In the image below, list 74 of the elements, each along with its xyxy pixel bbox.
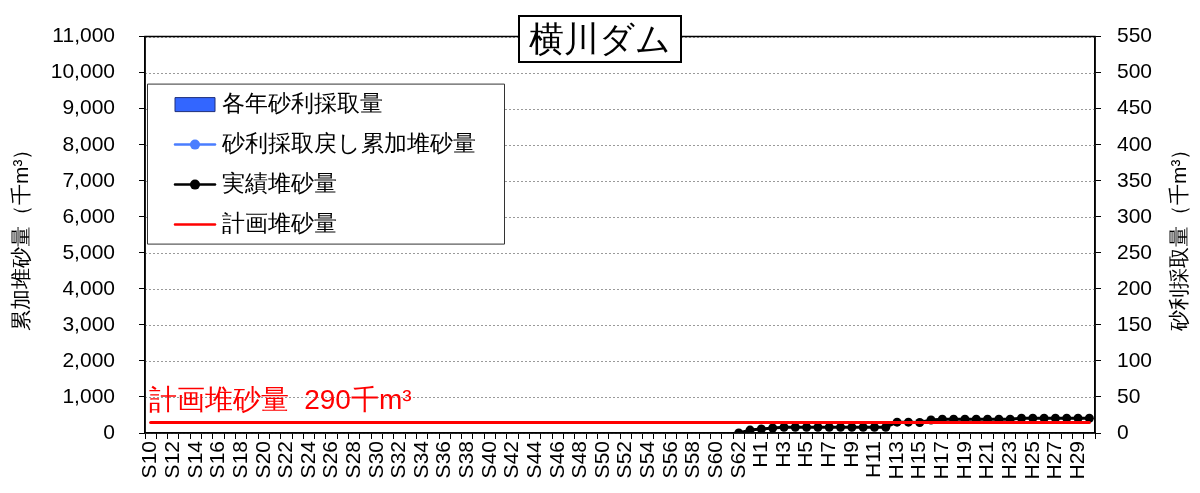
x-tick-label: S34	[408, 440, 432, 479]
x-tick-label: H1	[748, 441, 772, 468]
y-tick-label: 0	[103, 419, 115, 443]
y2-tick-label: 250	[1117, 239, 1153, 263]
x-tick-label: S50	[589, 441, 613, 479]
y2-tick-label: 300	[1117, 203, 1153, 227]
y-tick-label: 9,000	[62, 95, 115, 119]
y-tick-label: 11,000	[52, 23, 115, 47]
y2-tick-label: 500	[1117, 59, 1153, 83]
x-tick-label: S44	[521, 440, 545, 479]
x-tick-label: S42	[499, 441, 523, 479]
x-tick-label: H15	[906, 441, 930, 480]
legend-label: 計画堆砂量	[222, 209, 337, 236]
x-tick-label: S20	[250, 441, 274, 479]
x-tick-label: S18	[227, 441, 251, 479]
y-tick-label: 4,000	[62, 275, 115, 299]
x-tick-label: H25	[1019, 441, 1043, 480]
y-tick-label: 10,000	[50, 59, 115, 83]
x-tick-label: H13	[883, 441, 907, 480]
x-tick-label: S28	[341, 441, 365, 479]
x-tick-label: S24	[295, 440, 319, 479]
legend-label: 実績堆砂量	[222, 169, 337, 196]
x-tick-label: S48	[567, 441, 591, 479]
x-tick-label: S54	[635, 440, 659, 479]
chart-title: 横川ダム	[518, 15, 682, 63]
x-tick-label: S46	[544, 441, 568, 479]
y-tick-label: 8,000	[62, 131, 115, 155]
y-axis-title: 累加堆砂量（千m³）	[8, 138, 32, 332]
x-tick-label: S30	[363, 441, 387, 479]
legend-label: 砂利採取戻し累加堆砂量	[221, 129, 476, 156]
y2-tick-label: 150	[1117, 311, 1153, 335]
x-tick-label: S38	[454, 441, 478, 479]
x-tick-label: S16	[205, 441, 229, 479]
x-tick-label: H9	[838, 441, 862, 468]
y2-axis-title: 砂利採取量（千m³）	[1166, 138, 1190, 333]
x-tick-label: H17	[929, 441, 953, 480]
x-tick-label: H7	[816, 441, 840, 468]
x-tick-label: S32	[386, 441, 410, 479]
y2-tick-label: 50	[1117, 383, 1141, 407]
x-tick-label: S12	[160, 441, 184, 479]
x-tick-label: H29	[1064, 441, 1088, 480]
x-tick-label: H3	[770, 441, 794, 468]
x-tick-label: S36	[431, 441, 455, 479]
x-tick-label: S56	[657, 441, 681, 479]
annotation: 計画堆砂量 290千m³	[148, 384, 412, 416]
x-tick-label: S58	[680, 441, 704, 479]
x-tick-label: S40	[476, 441, 500, 479]
x-tick-label: S26	[318, 441, 342, 479]
x-tick-label: H19	[951, 441, 975, 480]
y2-tick-label: 100	[1117, 347, 1153, 371]
x-tick-label: H5	[793, 441, 817, 468]
y2-tick-label: 400	[1117, 131, 1153, 155]
y-tick-label: 1,000	[62, 383, 115, 407]
x-tick-label: S60	[702, 441, 726, 479]
x-tick-label: S52	[612, 441, 636, 479]
y2-tick-label: 450	[1117, 95, 1153, 119]
y2-tick-label: 350	[1117, 167, 1153, 191]
x-tick-label: S62	[725, 441, 749, 479]
y2-tick-label: 550	[1117, 23, 1153, 47]
x-tick-label: S14	[182, 440, 206, 479]
y-tick-label: 6,000	[62, 203, 115, 227]
y-tick-label: 7,000	[62, 167, 115, 191]
x-tick-label: H11	[861, 441, 885, 478]
y-tick-label: 5,000	[62, 239, 115, 263]
y2-tick-label: 0	[1117, 419, 1129, 443]
x-tick-label: S10	[137, 441, 161, 479]
x-tick-label: H27	[1042, 441, 1066, 480]
x-tick-label: H21	[974, 441, 998, 480]
y-tick-label: 3,000	[62, 311, 115, 335]
legend-label: 各年砂利採取量	[222, 89, 383, 116]
y-tick-label: 2,000	[62, 347, 115, 371]
x-tick-label: S22	[273, 441, 297, 479]
x-tick-label: H23	[996, 441, 1020, 480]
y2-tick-label: 200	[1117, 275, 1153, 299]
